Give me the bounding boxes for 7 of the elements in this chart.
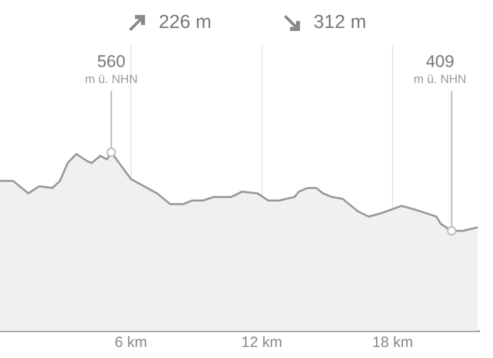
annotation: 560 m ü. NHN [84, 52, 138, 86]
x-tick-label: 18 km [372, 334, 414, 352]
annotation: 409 m ü. NHN [414, 52, 466, 86]
text: 226 m [158, 12, 212, 34]
x-tick-label: 12 km [241, 334, 282, 352]
x-tick-label: 6 km [114, 334, 148, 352]
text: 312 m [314, 12, 366, 34]
